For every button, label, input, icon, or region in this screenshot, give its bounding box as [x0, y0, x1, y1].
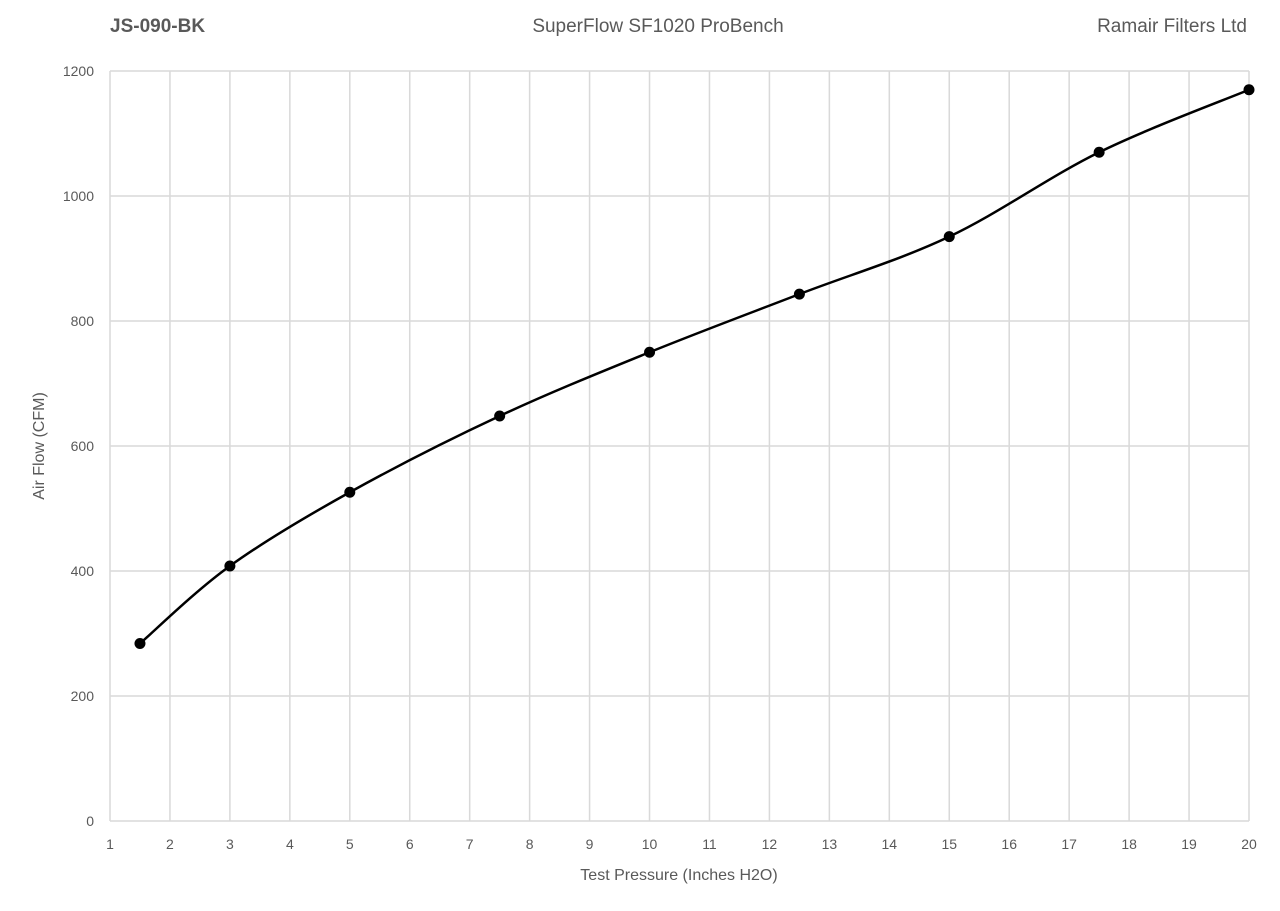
x-tick-label: 18 [1121, 836, 1137, 852]
data-point [224, 560, 236, 572]
tick-labels: 1 2 3 4 5 6 7 8 9 10 11 12 13 14 15 16 17 18 19 20020040060… [63, 63, 1257, 852]
x-tick-label: 14 [882, 836, 898, 852]
x-tick-label: 10 [642, 836, 658, 852]
data-point [494, 410, 506, 422]
x-tick-label: 13 [822, 836, 838, 852]
x-tick-label: 15 [941, 836, 957, 852]
y-tick-label: 400 [71, 563, 95, 579]
data-point [1243, 84, 1255, 96]
data-point [644, 346, 656, 358]
x-tick-label: 16 [1001, 836, 1017, 852]
x-tick-label: 3 [226, 836, 234, 852]
test-bench-title: SuperFlow SF1020 ProBench [532, 16, 784, 37]
x-tick-label: 7 [466, 836, 474, 852]
x-tick-label: 11 [702, 836, 717, 852]
data-point [1093, 146, 1105, 158]
data-point [943, 231, 955, 243]
x-tick-label: 8 [526, 836, 534, 852]
y-tick-label: 1000 [63, 188, 94, 204]
x-tick-label: 20 [1241, 836, 1257, 852]
company-name: Ramair Filters Ltd [1097, 16, 1247, 37]
data-point [134, 638, 146, 649]
data-point [344, 486, 356, 498]
x-tick-label: 2 [166, 836, 174, 852]
y-tick-label: 200 [71, 688, 95, 704]
y-axis-label: Air Flow (CFM) [31, 392, 48, 500]
series-line [139, 88, 1250, 645]
x-tick-label: 9 [586, 836, 594, 852]
x-tick-label: 19 [1181, 836, 1197, 852]
x-tick-label: 17 [1061, 836, 1077, 852]
x-axis-label: Test Pressure (Inches H2O) [580, 867, 777, 884]
grid [109, 70, 1250, 822]
x-tick-label: 1 [106, 836, 114, 852]
x-tick-label: 4 [286, 836, 294, 852]
y-tick-label: 0 [86, 813, 94, 829]
x-tick-label: 5 [346, 836, 354, 852]
y-tick-label: 600 [71, 438, 95, 454]
x-tick-label: 12 [762, 836, 778, 852]
series [134, 84, 1255, 649]
x-tick-label: 6 [406, 836, 414, 852]
y-tick-label: 800 [71, 313, 95, 329]
data-point [793, 288, 805, 300]
part-number: JS-090-BK [110, 16, 206, 37]
y-tick-label: 1200 [63, 63, 94, 79]
